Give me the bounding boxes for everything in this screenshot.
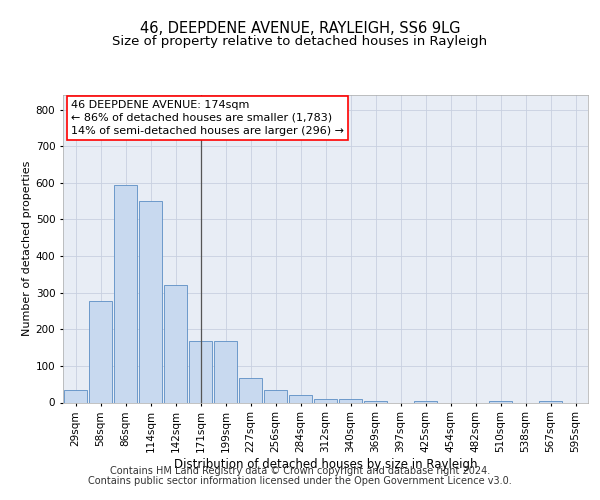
Bar: [89, 300, 112, 402]
Bar: [489, 400, 512, 402]
Bar: [114, 186, 137, 402]
Text: Contains HM Land Registry data © Crown copyright and database right 2024.: Contains HM Land Registry data © Crown c…: [110, 466, 490, 476]
Bar: [339, 399, 362, 402]
Bar: [164, 284, 187, 403]
Bar: [264, 390, 287, 402]
Bar: [539, 400, 562, 402]
X-axis label: Distribution of detached houses by size in Rayleigh: Distribution of detached houses by size …: [174, 458, 477, 471]
Bar: [214, 341, 237, 402]
Bar: [239, 378, 262, 402]
Bar: [289, 395, 312, 402]
Bar: [414, 400, 437, 402]
Text: 46, DEEPDENE AVENUE, RAYLEIGH, SS6 9LG: 46, DEEPDENE AVENUE, RAYLEIGH, SS6 9LG: [140, 21, 460, 36]
Text: Size of property relative to detached houses in Rayleigh: Size of property relative to detached ho…: [112, 35, 488, 48]
Text: Contains public sector information licensed under the Open Government Licence v3: Contains public sector information licen…: [88, 476, 512, 486]
Bar: [64, 390, 87, 402]
Bar: [364, 400, 387, 402]
Bar: [139, 201, 162, 402]
Bar: [314, 399, 337, 402]
Text: 46 DEEPDENE AVENUE: 174sqm
← 86% of detached houses are smaller (1,783)
14% of s: 46 DEEPDENE AVENUE: 174sqm ← 86% of deta…: [71, 100, 344, 136]
Y-axis label: Number of detached properties: Number of detached properties: [22, 161, 32, 336]
Bar: [189, 341, 212, 402]
